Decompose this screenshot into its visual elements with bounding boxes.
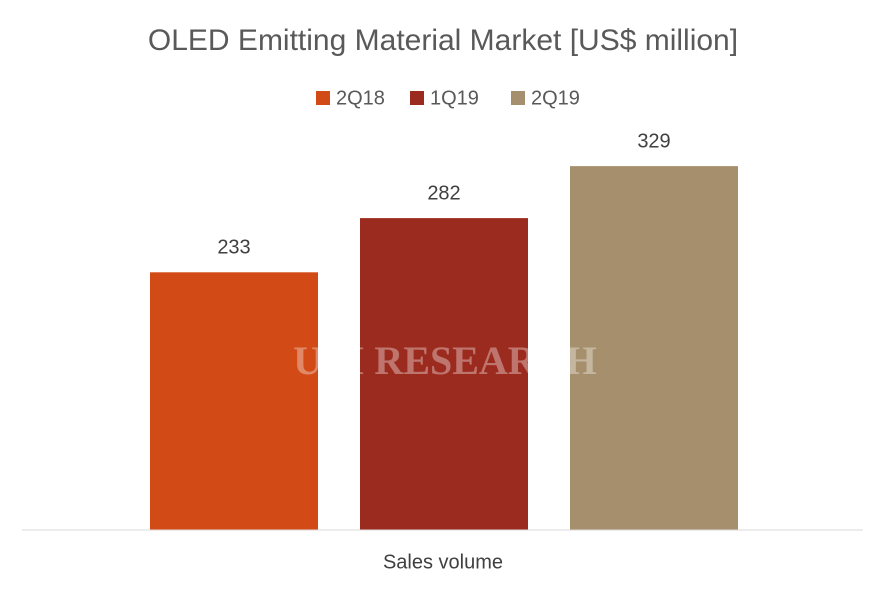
legend-swatch: [316, 91, 330, 105]
chart-title: OLED Emitting Material Market [US$ milli…: [148, 24, 738, 57]
legend-label: 2Q18: [336, 87, 385, 109]
x-tick-label: Sales volume: [383, 551, 503, 573]
legend-swatch: [410, 91, 424, 105]
legend-swatch: [511, 91, 525, 105]
bar: [570, 166, 738, 530]
data-label: 233: [217, 237, 250, 259]
bar: [360, 218, 528, 530]
legend-label: 2Q19: [531, 87, 580, 109]
watermark: UBI RESEARCH: [293, 338, 596, 383]
legend-label: 1Q19: [430, 87, 479, 109]
data-label: 329: [637, 130, 670, 152]
data-label: 282: [427, 182, 460, 204]
bar: [150, 272, 318, 530]
